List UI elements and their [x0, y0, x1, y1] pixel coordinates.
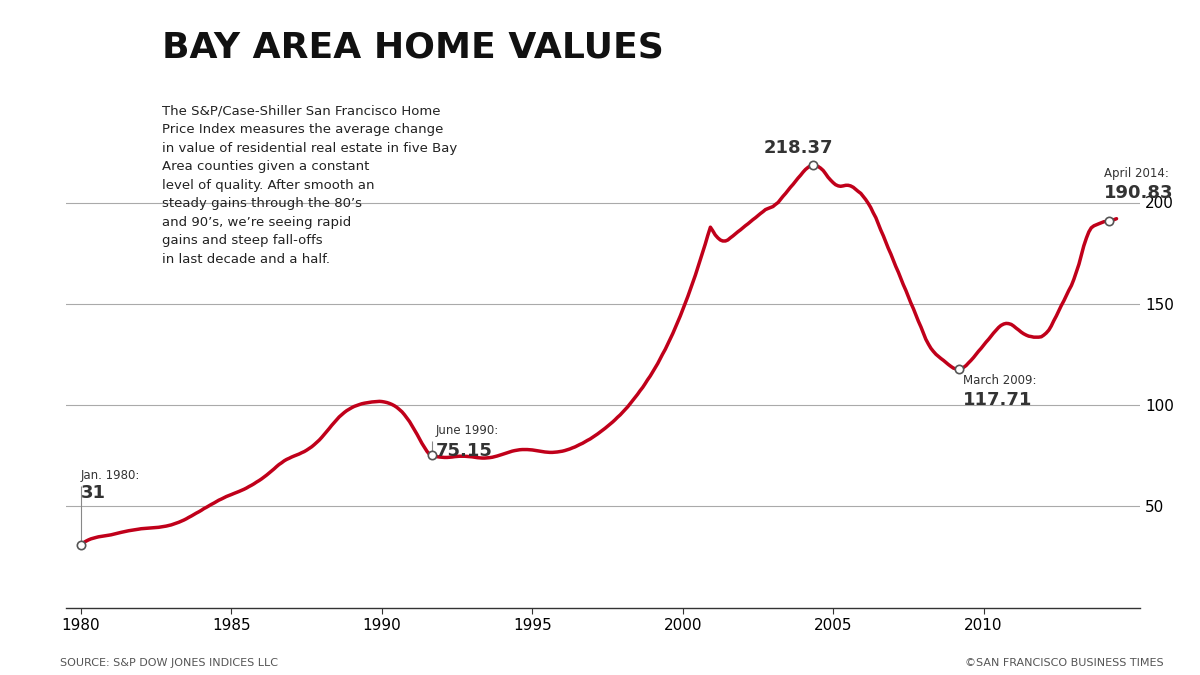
Text: 190.83: 190.83 [1104, 184, 1174, 202]
Text: BT: BT [74, 111, 131, 148]
Text: SOURCE: S&P DOW JONES INDICES LLC: SOURCE: S&P DOW JONES INDICES LLC [60, 658, 278, 668]
Text: 31: 31 [82, 484, 106, 502]
Text: April 2014:: April 2014: [1104, 167, 1169, 180]
Text: ©SAN FRANCISCO BUSINESS TIMES: ©SAN FRANCISCO BUSINESS TIMES [965, 658, 1164, 668]
Text: 218.37: 218.37 [763, 139, 833, 157]
Text: June 1990:: June 1990: [436, 425, 499, 437]
Text: Jan. 1980:: Jan. 1980: [82, 469, 140, 482]
Text: 117.71: 117.71 [962, 391, 1032, 409]
Text: BAY AREA HOME VALUES: BAY AREA HOME VALUES [162, 30, 664, 64]
Text: The S&P/Case-Shiller San Francisco Home
Price Index measures the average change
: The S&P/Case-Shiller San Francisco Home … [162, 105, 457, 266]
Text: SF: SF [76, 47, 130, 84]
Text: 75.15: 75.15 [436, 441, 493, 460]
Text: March 2009:: March 2009: [962, 374, 1036, 387]
